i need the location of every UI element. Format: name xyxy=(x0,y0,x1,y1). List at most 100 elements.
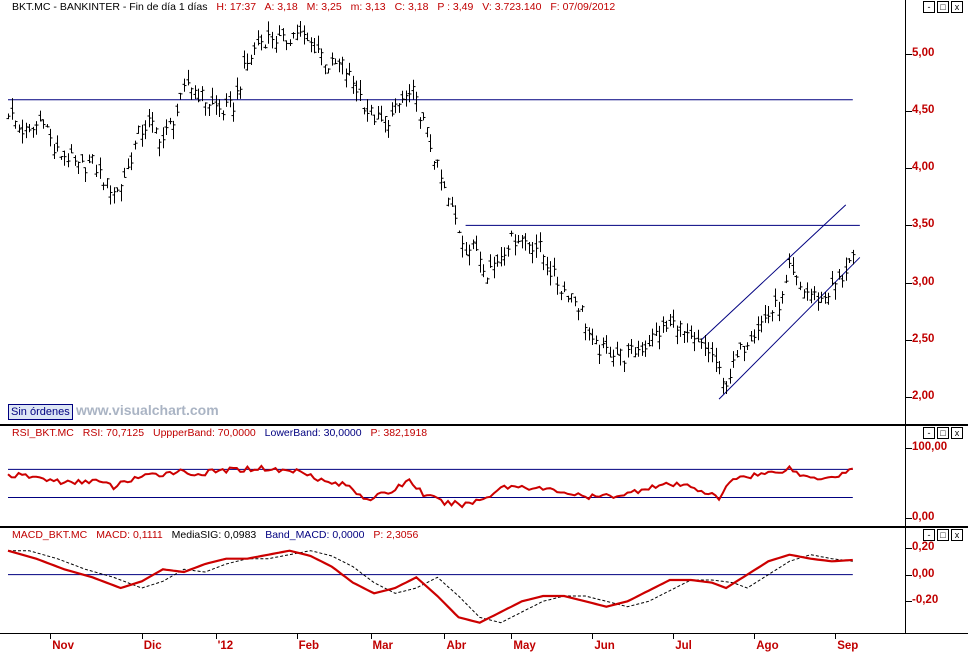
ohlc-bar xyxy=(48,128,53,147)
minimize-icon[interactable]: - xyxy=(923,529,935,541)
x-tick-label: Nov xyxy=(52,640,74,652)
ohlc-bar xyxy=(731,351,736,368)
ohlc-bar xyxy=(231,102,236,122)
x-tick-label: Mar xyxy=(372,640,393,652)
ohlc-bar xyxy=(710,342,715,363)
ohlc-bar xyxy=(302,25,307,45)
y-tick xyxy=(906,54,912,55)
ohlc-bar xyxy=(337,58,342,73)
maximize-icon[interactable]: □ xyxy=(937,529,949,541)
ohlc-bar xyxy=(291,32,296,39)
maximize-icon[interactable]: □ xyxy=(937,427,949,439)
separator[interactable] xyxy=(0,424,968,426)
ohlc-bar xyxy=(474,235,479,252)
ohlc-bar xyxy=(200,86,205,102)
x-axis: Nov Dic '12 Feb Mar Abr May Jun Jul Ago Sep xyxy=(0,633,968,653)
ohlc-bar xyxy=(562,281,567,293)
ohlc-bar xyxy=(196,88,201,103)
ohlc-bar xyxy=(52,143,57,160)
ohlc-bar xyxy=(411,79,416,100)
x-tick xyxy=(141,634,143,639)
ohlc-bar xyxy=(657,325,662,350)
ohlc-bar xyxy=(242,50,247,69)
y-tick-label: 2,00 xyxy=(912,389,935,402)
ohlc-bar xyxy=(98,157,103,179)
ohlc-bar xyxy=(277,25,282,37)
ohlc-bar xyxy=(671,309,676,328)
ohlc-bar xyxy=(587,327,592,341)
ohlc-bar xyxy=(245,53,250,71)
ohlc-bar xyxy=(274,35,279,53)
ohlc-bar xyxy=(17,124,22,133)
ohlc-bar xyxy=(136,125,141,134)
ohlc-bar xyxy=(397,103,402,113)
ohlc-bar xyxy=(738,342,743,350)
ohlc-bar xyxy=(421,112,426,121)
y-tick xyxy=(906,225,912,227)
rsi-window-buttons: - □ x xyxy=(923,427,963,439)
ohlc-bar xyxy=(636,340,641,357)
rsi-header-name: RSI_BKT.MC xyxy=(12,427,74,439)
y-tick-label: 100,00 xyxy=(912,441,948,454)
ohlc-bar xyxy=(87,154,92,164)
ohlc-bar xyxy=(24,122,29,139)
ohlc-bar xyxy=(816,292,821,311)
ohlc-bar xyxy=(545,256,550,276)
ohlc-bar xyxy=(791,257,796,276)
ohlc-bar xyxy=(418,117,423,129)
ohlc-bar xyxy=(787,253,792,269)
ohlc-bar xyxy=(833,281,838,300)
ohlc-bar xyxy=(601,337,606,349)
rsi-header-val: RSI: 70,7125 xyxy=(82,427,145,439)
ohlc-bar xyxy=(527,242,532,254)
y-tick-label: -0,20 xyxy=(912,594,939,607)
ohlc-bar xyxy=(178,92,183,100)
ohlc-bar xyxy=(62,150,67,166)
trend-channel-line xyxy=(718,257,861,400)
ohlc-bar xyxy=(414,91,419,112)
macd-header-val: MACD: 0,1111 xyxy=(96,529,163,541)
ohlc-bar xyxy=(559,291,564,301)
minimize-icon[interactable]: - xyxy=(923,427,935,439)
ohlc-bar xyxy=(351,75,356,94)
ohlc-bar xyxy=(780,291,785,304)
macd-y-axis: - □ x 0,20 0,00 -0,20 xyxy=(905,528,968,633)
macd-header-name: MACD_BKT.MC xyxy=(12,529,88,541)
price-header-date: F: 07/09/2012 xyxy=(550,1,616,13)
y-tick-label: 0,00 xyxy=(912,567,935,580)
y-tick-label: 2,50 xyxy=(912,332,935,345)
y-tick-label: 4,50 xyxy=(912,104,935,117)
price-panel[interactable]: BKT.MC - BANKINTER - Fin de día 1 días H… xyxy=(0,0,905,424)
ohlc-bar xyxy=(365,99,370,122)
ohlc-bar xyxy=(745,342,750,350)
ohlc-bar xyxy=(112,187,117,204)
ohlc-bar xyxy=(580,305,585,312)
ohlc-bar xyxy=(362,107,367,115)
sin-ordenes-button[interactable]: Sin órdenes xyxy=(8,404,73,420)
price-header-min: m: 3,13 xyxy=(350,1,386,13)
x-tick xyxy=(511,634,513,639)
ohlc-bar xyxy=(566,295,571,303)
y-tick xyxy=(906,282,912,284)
ohlc-bar xyxy=(164,119,169,135)
close-icon[interactable]: x xyxy=(951,1,963,13)
ohlc-bar xyxy=(583,323,588,341)
rsi-panel[interactable]: RSI_BKT.MC RSI: 70,7125 UppperBand: 70,0… xyxy=(0,426,905,526)
ohlc-bar xyxy=(597,344,602,365)
x-tick-label: Abr xyxy=(446,640,467,652)
ohlc-bar xyxy=(478,251,483,273)
ohlc-bar xyxy=(696,329,701,343)
close-icon[interactable]: x xyxy=(951,427,963,439)
ohlc-bar xyxy=(812,286,817,301)
ohlc-bar xyxy=(168,117,173,125)
minimize-icon[interactable]: - xyxy=(923,1,935,13)
maximize-icon[interactable]: □ xyxy=(937,1,949,13)
ohlc-bar xyxy=(509,230,514,237)
macd-panel[interactable]: MACD_BKT.MC MACD: 0,1111 MediaSIG: 0,098… xyxy=(0,528,905,633)
ohlc-bar xyxy=(90,154,95,164)
ohlc-bar xyxy=(266,21,271,44)
ohlc-bar xyxy=(73,155,78,166)
separator[interactable] xyxy=(0,526,968,528)
rsi-chart xyxy=(7,464,853,509)
close-icon[interactable]: x xyxy=(951,529,963,541)
